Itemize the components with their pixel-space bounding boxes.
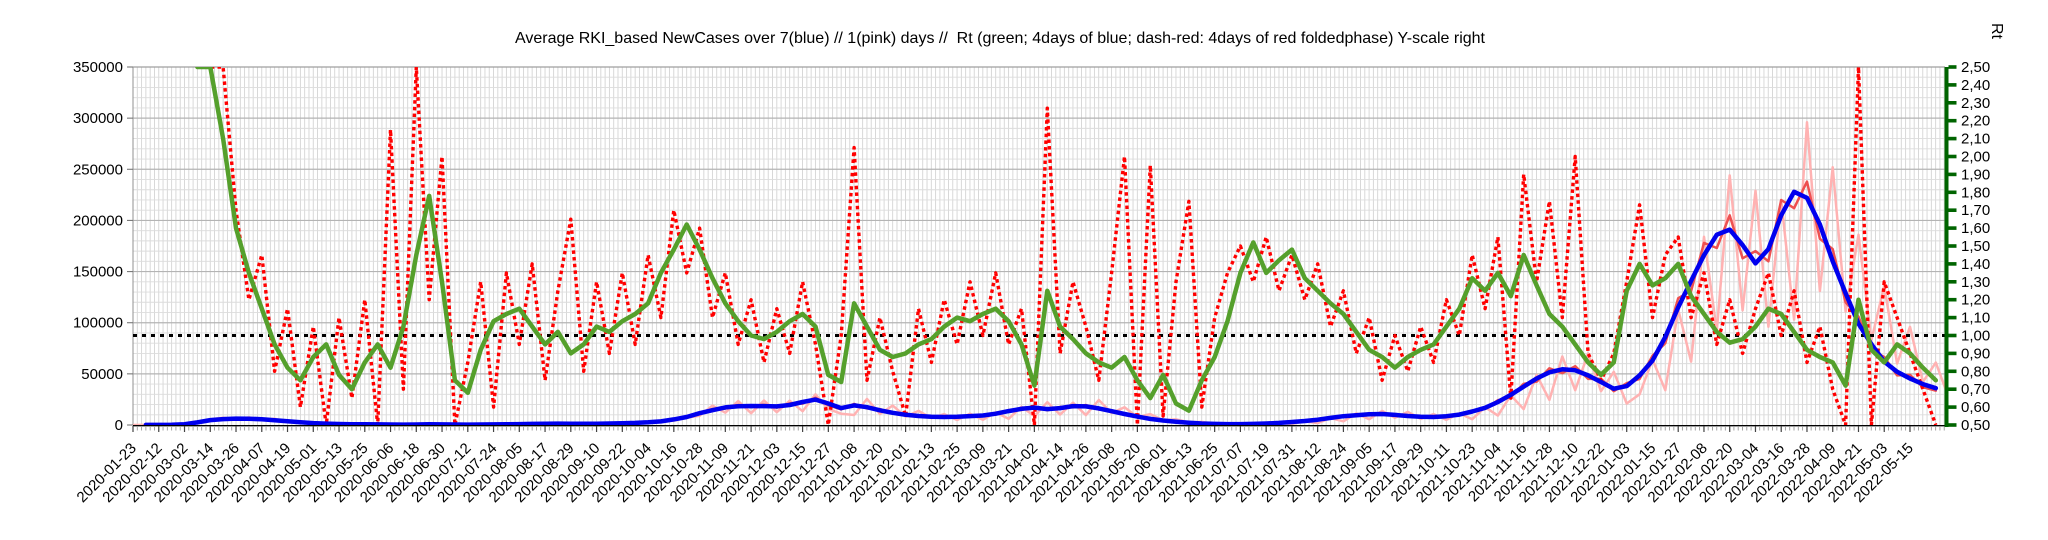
right-axis-tick-label: 2,50 [1961,59,1990,76]
x-tick-labels: 2020-01-232020-02-122020-03-022020-03-14… [74,440,1917,506]
right-axis-bar [1944,67,1949,427]
left-axis-tick-label: 300000 [73,110,123,127]
right-axis-tick [1948,333,1957,338]
right-axis-tick-label: 1,50 [1961,238,1990,255]
right-axis-tick-label: 0,90 [1961,345,1990,362]
right-axis-tick [1948,315,1957,320]
right-axis-tick-label: 0,60 [1961,399,1990,416]
right-axis-tick-label: 2,00 [1961,149,1990,166]
series-rt-green-line [195,67,1939,413]
right-axis-tick [1948,262,1957,266]
left-axis-tick-label: 150000 [73,264,123,281]
left-axis-tick-label: 350000 [73,59,123,76]
right-axis-tick-label: 1,20 [1961,292,1990,309]
right-axis-tick [1948,83,1957,87]
right-axis-tick [1948,244,1957,248]
series-newcases-7day-blue-line [143,189,1939,425]
right-axis-tick-label: 1,10 [1961,310,1990,327]
plot-frame [132,66,1945,425]
right-axis-tick-label: 1,80 [1961,184,1990,201]
right-axis-tick-label: 1,90 [1961,166,1990,183]
right-axis-tick-label: 0,80 [1961,363,1990,380]
right-axis-tick [1948,118,1957,123]
right-axis-tick-label: 1,30 [1961,274,1990,291]
x-axis [132,425,1945,432]
left-axis-tick-label: 50000 [81,366,123,383]
right-axis-tick-label: 0,70 [1961,381,1990,398]
series-rt-red-dashed-line [197,67,1938,425]
right-axis-tick-label: 2,30 [1961,95,1990,112]
chart-title: Average RKI_based NewCases over 7(blue) … [514,30,1485,47]
right-axis-tick [1948,423,1957,427]
right-axis-tick [1948,226,1957,230]
right-axis-tick [1948,208,1957,212]
left-axis-labels: 0 50000 100000 150000 200000 250000 300000 3500… [73,59,133,434]
right-axis-tick-label: 2,10 [1961,131,1990,148]
right-axis-tick [1948,172,1957,177]
right-axis-tick-label: 0,50 [1961,417,1990,434]
right-axis-tick [1948,405,1957,409]
right-axis-tick [1948,154,1957,159]
right-axis-tick [1948,280,1957,284]
right-axis: 0,500,600,700,800,901,001,101,201,301,40… [1944,59,1990,434]
right-axis-tick-label: 2,40 [1961,77,1990,94]
left-axis-tick-label: 250000 [73,161,123,178]
right-axis-tick [1948,101,1957,105]
right-axis-tick-label: 1,00 [1961,328,1990,345]
left-axis-tick-label: 200000 [73,212,123,229]
right-axis-tick [1948,190,1957,195]
right-axis-tick-label: 2,20 [1961,113,1990,130]
right-axis-tick [1948,369,1957,374]
right-axis-tick [1948,351,1957,356]
right-axis-tick [1948,136,1957,141]
right-axis-tick-label: 1,60 [1961,220,1990,237]
series-newcases-1day-pink-line [133,120,1945,425]
right-axis-tick-label: 1,40 [1961,256,1990,273]
right-axis-tick-label: 1,70 [1961,202,1990,219]
right-axis-tick [1948,387,1957,391]
left-axis-tick-label: 100000 [73,315,123,332]
left-axis-tick-label: 0 [115,417,123,434]
right-axis-tick [1948,65,1957,69]
right-axis-tick [1948,297,1957,302]
